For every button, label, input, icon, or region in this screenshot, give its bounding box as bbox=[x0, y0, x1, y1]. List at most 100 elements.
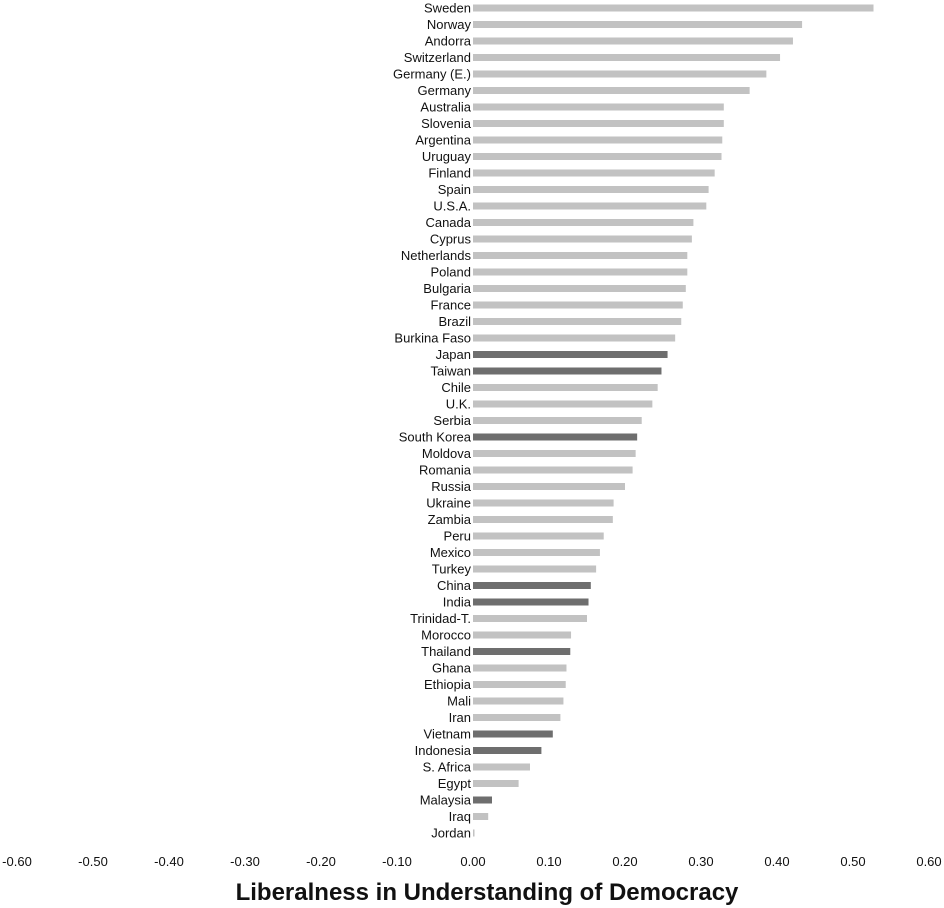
category-label: Finland bbox=[428, 166, 471, 181]
category-label: Burkina Faso bbox=[394, 331, 471, 346]
category-label: Mexico bbox=[430, 545, 471, 560]
bar-jordan bbox=[473, 829, 475, 837]
category-label: China bbox=[437, 578, 472, 593]
category-label: Ethiopia bbox=[424, 677, 472, 692]
category-label: Thailand bbox=[421, 644, 471, 659]
bar-south-korea bbox=[473, 433, 638, 441]
category-label: Taiwan bbox=[431, 364, 471, 379]
bar-finland bbox=[473, 169, 715, 177]
category-label: S. Africa bbox=[423, 760, 472, 775]
bar-argentina bbox=[473, 136, 723, 144]
bar-poland bbox=[473, 268, 688, 276]
category-label: France bbox=[431, 298, 471, 313]
category-label: Sweden bbox=[424, 1, 471, 16]
category-label: Jordan bbox=[431, 826, 471, 841]
category-label: South Korea bbox=[399, 430, 472, 445]
bar-sweden bbox=[473, 4, 874, 12]
x-tick-label: -0.60 bbox=[2, 854, 32, 869]
category-label: Norway bbox=[427, 17, 472, 32]
category-label: Trinidad-T. bbox=[410, 611, 471, 626]
category-label: Mali bbox=[447, 694, 471, 709]
category-label: Indonesia bbox=[415, 743, 472, 758]
bar-andorra bbox=[473, 37, 793, 45]
x-tick-label: -0.10 bbox=[382, 854, 412, 869]
x-tick-label: -0.20 bbox=[306, 854, 336, 869]
bar-switzerland bbox=[473, 54, 781, 61]
bar-ukraine bbox=[473, 499, 614, 507]
bars-layer bbox=[473, 4, 874, 837]
x-tick-label: 0.40 bbox=[764, 854, 789, 869]
bar-turkey bbox=[473, 565, 597, 573]
category-label: Brazil bbox=[438, 314, 471, 329]
category-label: Morocco bbox=[421, 628, 471, 643]
category-label: Ukraine bbox=[426, 496, 471, 511]
category-label: U.S.A. bbox=[433, 199, 471, 214]
category-label: Spain bbox=[438, 182, 471, 197]
bar-burkina-faso bbox=[473, 334, 676, 342]
bar-malaysia bbox=[473, 796, 492, 804]
x-tick-label: 0.30 bbox=[688, 854, 713, 869]
category-label: Iran bbox=[449, 710, 471, 725]
x-tick-label: -0.30 bbox=[230, 854, 260, 869]
bar-france bbox=[473, 301, 683, 309]
bar-china bbox=[473, 582, 591, 589]
category-label: Iraq bbox=[449, 809, 471, 824]
category-label: Vietnam bbox=[424, 727, 471, 742]
category-label: Russia bbox=[431, 479, 472, 494]
category-label: U.K. bbox=[446, 397, 471, 412]
bar-brazil bbox=[473, 318, 682, 325]
bar-mali bbox=[473, 697, 564, 705]
bar-australia bbox=[473, 103, 724, 111]
bar-chile bbox=[473, 384, 658, 391]
category-label: Zambia bbox=[428, 512, 472, 527]
bar-u-s-a bbox=[473, 202, 707, 210]
category-label: Peru bbox=[444, 529, 471, 544]
category-label: Egypt bbox=[438, 776, 472, 791]
bar-ghana bbox=[473, 664, 567, 672]
category-label: Poland bbox=[431, 265, 471, 280]
bar-thailand bbox=[473, 648, 571, 655]
category-label: Japan bbox=[436, 347, 471, 362]
category-label: Romania bbox=[419, 463, 472, 478]
bar-indonesia bbox=[473, 747, 542, 754]
bar-canada bbox=[473, 219, 694, 226]
category-label: Germany bbox=[418, 83, 472, 98]
x-tick-label: 0.20 bbox=[612, 854, 637, 869]
bar-germany bbox=[473, 87, 750, 94]
bar-serbia bbox=[473, 417, 642, 424]
category-label: Slovenia bbox=[421, 116, 472, 131]
x-tick-label: 0.10 bbox=[536, 854, 561, 869]
category-label: Australia bbox=[420, 100, 471, 115]
category-label: Bulgaria bbox=[423, 281, 471, 296]
x-tick-label: -0.50 bbox=[78, 854, 108, 869]
bar-mexico bbox=[473, 549, 600, 556]
category-label: Malaysia bbox=[420, 793, 472, 808]
bar-india bbox=[473, 598, 589, 606]
bar-uruguay bbox=[473, 153, 722, 160]
x-axis-ticks-layer: -0.60 -0.50 -0.40 -0.30 -0.20 -0.10 0.00 0.10 0.… bbox=[2, 854, 941, 869]
category-label: Switzerland bbox=[404, 50, 471, 65]
category-label: Uruguay bbox=[422, 149, 472, 164]
bar-russia bbox=[473, 483, 625, 490]
category-label: Cyprus bbox=[430, 232, 472, 247]
bar-bulgaria bbox=[473, 285, 686, 292]
bar-iran bbox=[473, 714, 561, 721]
bar-ethiopia bbox=[473, 681, 566, 688]
category-label: Germany (E.) bbox=[393, 67, 471, 82]
bar-spain bbox=[473, 186, 709, 193]
category-label: Ghana bbox=[432, 661, 472, 676]
bar-netherlands bbox=[473, 252, 688, 259]
category-label: Netherlands bbox=[401, 248, 472, 263]
bar-u-k bbox=[473, 400, 653, 408]
bar-romania bbox=[473, 466, 633, 474]
bar-japan bbox=[473, 351, 668, 358]
category-label: Moldova bbox=[422, 446, 472, 461]
category-label: Serbia bbox=[433, 413, 471, 428]
bar-moldova bbox=[473, 450, 636, 457]
bar-norway bbox=[473, 21, 803, 28]
bar-s-africa bbox=[473, 763, 530, 771]
category-label: Chile bbox=[441, 380, 471, 395]
bar-morocco bbox=[473, 631, 572, 639]
